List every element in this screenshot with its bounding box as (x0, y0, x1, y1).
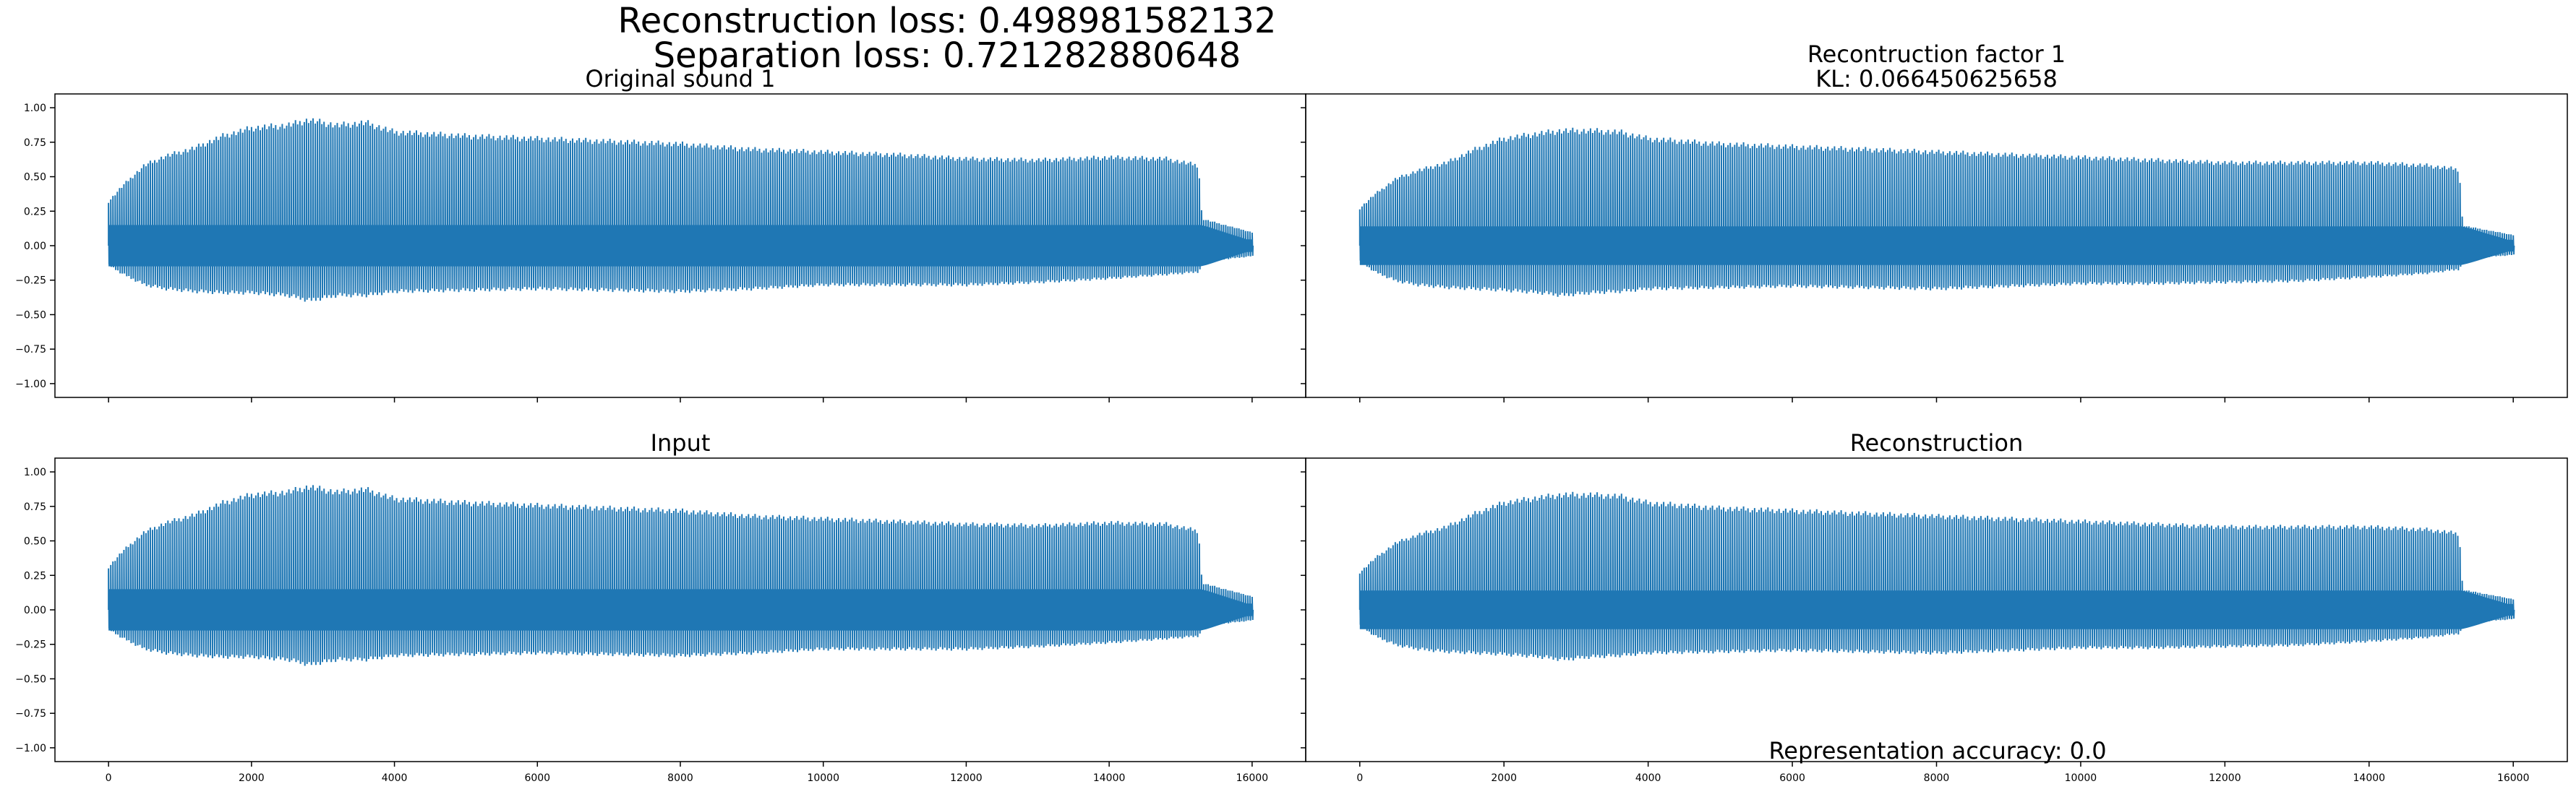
subplot-title: Original sound 1 (585, 65, 775, 92)
y-tick-label: 0.00 (24, 605, 46, 616)
y-tick-label: −0.75 (15, 708, 46, 720)
x-tick-label: 8000 (1924, 772, 1950, 784)
x-tick-label: 16000 (2497, 772, 2530, 784)
x-tick-label: 10000 (807, 772, 839, 784)
x-tick-label: 4000 (1635, 772, 1661, 784)
subplot-title: Input (651, 429, 711, 457)
x-tick-label: 14000 (2353, 772, 2386, 784)
subplot-title: Recontruction factor 1 (1807, 40, 2066, 68)
x-tick-label: 12000 (2209, 772, 2241, 784)
y-tick-label: 0.25 (24, 206, 46, 217)
subplot-3: Input 1.00 0.75 0.50 0.25 0.00 −0.25 −0.50 −0.75… (15, 429, 1306, 784)
y-tick-label: 0.50 (24, 536, 46, 548)
subplot-4: Reconstruction 0 2000 4000 6000 8000 10000 1200… (1301, 429, 2568, 784)
x-tick-label: 4000 (382, 772, 408, 784)
y-tick-label: 0.25 (24, 570, 46, 582)
subplot-1: Original sound 1 1.00 0.75 0.50 0.25 0.00 −0.2… (15, 65, 1306, 402)
y-tick-label: 0.75 (24, 501, 46, 513)
x-tick-label: 2000 (239, 772, 265, 784)
x-tick-label: 12000 (950, 772, 983, 784)
waveform-core-band (108, 589, 1252, 631)
x-tick-label: 16000 (1236, 772, 1269, 784)
subplot-title: Reconstruction (1850, 429, 2023, 457)
y-tick-label: 1.00 (24, 103, 46, 114)
y-tick-label: −0.25 (15, 639, 46, 651)
x-tick-label: 0 (106, 772, 112, 784)
waveform-line (1358, 491, 2515, 661)
y-tick-label: 0.50 (24, 172, 46, 184)
y-tick-label: 0.00 (24, 241, 46, 252)
y-tick-label: −0.50 (15, 673, 46, 685)
y-tick-label: 0.75 (24, 137, 46, 149)
y-tick-label: −1.00 (15, 743, 46, 754)
waveform-line (1358, 127, 2515, 297)
x-tick-label: 8000 (667, 772, 693, 784)
y-tick-label: 1.00 (24, 467, 46, 478)
subplot-2: Recontruction factor 1KL: 0.066450625658 (1301, 40, 2568, 402)
representation-accuracy-text: Representation accuracy: 0.0 (1768, 737, 2107, 764)
waveform-core-band (1359, 226, 2514, 265)
waveform-line (108, 485, 1254, 666)
waveform-core-band (108, 225, 1252, 267)
x-tick-label: 0 (1356, 772, 1363, 784)
waveform-line (108, 118, 1254, 302)
waveform-core-band (1359, 590, 2514, 629)
suptitle-reconstruction-loss: Reconstruction loss: 0.498981582132 (617, 1, 1277, 41)
suptitle-separation-loss: Separation loss: 0.721282880648 (653, 35, 1241, 76)
x-tick-label: 14000 (1093, 772, 1126, 784)
y-tick-label: −0.25 (15, 275, 46, 287)
y-tick-label: −0.75 (15, 344, 46, 356)
x-tick-label: 10000 (2065, 772, 2097, 784)
x-tick-label: 6000 (524, 772, 550, 784)
x-tick-label: 2000 (1491, 772, 1517, 784)
subplot-title: KL: 0.066450625658 (1815, 65, 2058, 92)
y-tick-label: −1.00 (15, 379, 46, 390)
x-tick-label: 6000 (1779, 772, 1805, 784)
y-tick-label: −0.50 (15, 309, 46, 321)
